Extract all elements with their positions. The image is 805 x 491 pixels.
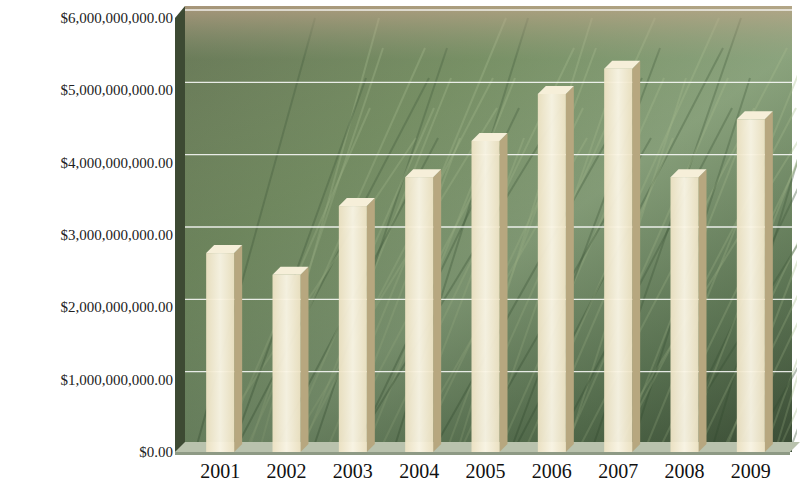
side-wall [175,6,185,452]
x-tick-label: 2002 [267,460,307,482]
plot-background [185,6,792,452]
bar-top [604,61,640,69]
bar-side [301,267,309,452]
bar-top [206,245,242,253]
bar-side [433,169,441,452]
x-tick-label: 2007 [598,460,638,482]
bar-top [671,169,707,177]
bar [273,275,301,452]
bar [538,94,566,452]
bar-side [367,198,375,452]
grid-line [185,82,792,83]
bar [737,119,765,452]
y-tick-label: $3,000,000,000.00 [61,227,174,243]
x-tick-label: 2005 [466,460,506,482]
x-tick-label: 2001 [200,460,240,482]
y-tick-label: $6,000,000,000.00 [61,10,174,26]
y-tick-label: $5,000,000,000.00 [61,82,174,98]
bar-side [566,86,574,452]
grid-line [185,9,792,10]
bar [405,177,433,452]
bar-side [699,169,707,452]
bar [206,253,234,452]
bar-top [405,169,441,177]
y-tick-label: $1,000,000,000.00 [61,372,174,388]
plot-shade [185,6,792,452]
bar-top [339,198,375,206]
bar-top [538,86,574,94]
x-tick-label: 2003 [333,460,373,482]
y-tick-label: $4,000,000,000.00 [61,155,174,171]
bar-top [273,267,309,275]
bar [671,177,699,452]
bar [339,206,367,452]
x-tick-label: 2006 [532,460,572,482]
x-tick-label: 2008 [665,460,705,482]
bar-top [472,133,508,141]
bar-side [632,61,640,452]
bar-side [234,245,242,452]
y-tick-label: $0.00 [139,444,173,460]
bar-side [500,133,508,452]
bars [206,61,773,452]
bar [472,141,500,452]
bar-top [737,111,773,119]
x-tick-label: 2009 [731,460,771,482]
bar-side [765,111,773,452]
bar [604,69,632,452]
x-tick-label: 2004 [399,460,439,482]
y-tick-label: $2,000,000,000.00 [61,299,174,315]
floor-edge [175,452,790,455]
